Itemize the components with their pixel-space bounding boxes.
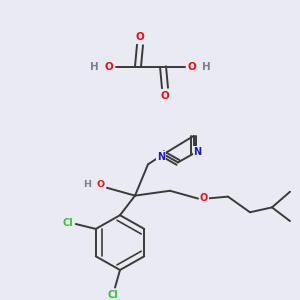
Text: O: O [200,193,208,202]
Text: O: O [160,91,169,101]
Text: Cl: Cl [108,290,118,300]
Text: O: O [104,61,113,71]
Text: O: O [188,61,197,71]
Text: N: N [194,147,202,157]
Text: H: H [202,61,211,71]
Text: Cl: Cl [62,218,73,228]
Text: O: O [136,32,144,42]
Text: H: H [90,61,99,71]
Text: N: N [157,152,165,161]
Text: O: O [97,180,105,189]
Text: H: H [83,180,91,189]
